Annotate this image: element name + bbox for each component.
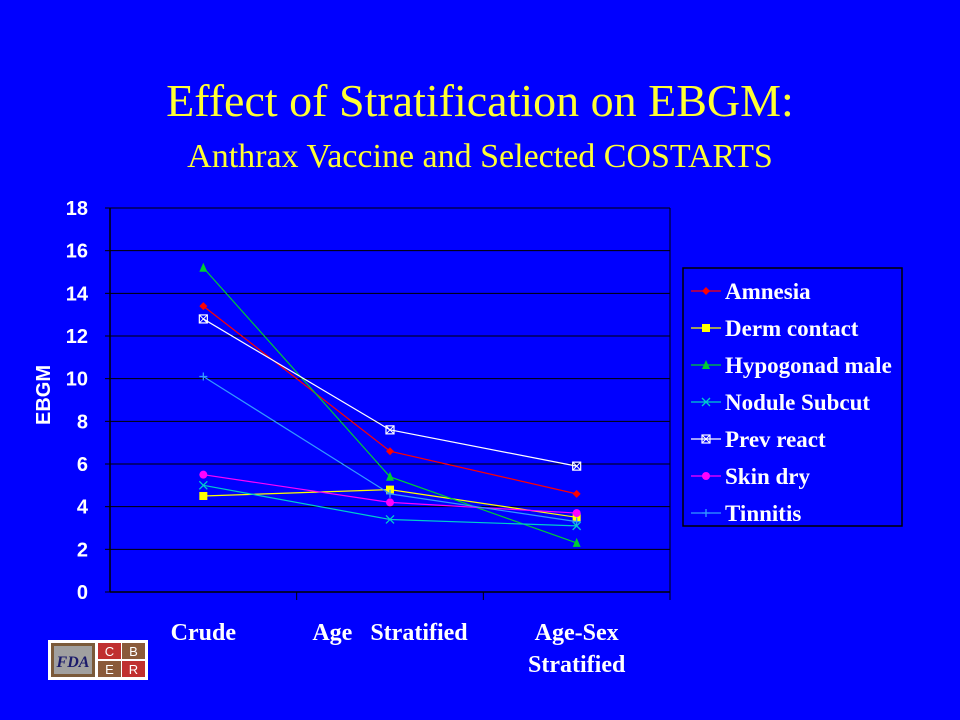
legend-marker-amnesia — [702, 287, 710, 295]
series-line-prev-react — [203, 318, 577, 467]
y-tick-label: 8 — [77, 411, 88, 433]
legend-label-skin-dry: Skin dry — [725, 464, 811, 489]
data-point-derm-contact — [386, 485, 394, 494]
slide-subtitle: Anthrax Vaccine and Selected COSTARTS — [187, 138, 773, 175]
data-point-tinnitis — [572, 517, 581, 526]
legend-label-hypogonad-male: Hypogonad male — [725, 353, 892, 378]
legend-marker-prev-react — [701, 434, 711, 444]
slide-title: Effect of Stratification on EBGM: — [166, 75, 794, 126]
y-tick-label: 16 — [66, 241, 88, 263]
data-point-derm-contact — [572, 513, 581, 522]
y-tick-label: 6 — [77, 454, 88, 476]
y-axis-label: EBGM — [33, 365, 55, 425]
legend-label-prev-react: Prev react — [725, 427, 826, 452]
y-tick-label: 14 — [66, 283, 89, 305]
svg-text:E: E — [105, 662, 114, 677]
legend-label-tinnitis: Tinnitis — [725, 501, 801, 526]
legend-marker-derm-contact — [702, 324, 710, 332]
y-tick-label: 12 — [66, 326, 88, 348]
y-tick-label: 10 — [66, 369, 88, 391]
logo-fda-text: FDA — [56, 654, 90, 671]
svg-text:R: R — [129, 662, 138, 677]
y-tick-label: 0 — [77, 582, 88, 604]
data-point-hypogonad-male — [199, 262, 208, 272]
data-point-amnesia — [386, 447, 394, 456]
y-tick-label: 4 — [77, 497, 89, 519]
data-point-prev-react — [198, 314, 208, 324]
data-point-amnesia — [572, 489, 581, 498]
legend-marker-hypogonad-male — [702, 360, 710, 369]
series-line-amnesia — [202, 305, 577, 495]
fda-cber-logo: FDA C B E R — [48, 640, 148, 680]
legend-box — [682, 267, 903, 527]
data-point-prev-react — [385, 425, 395, 435]
data-point-hypogonad-male — [386, 471, 394, 481]
x-tick-label: Age Stratified — [312, 620, 468, 646]
legend-label-amnesia: Amnesia — [725, 279, 811, 304]
svg-text:B: B — [129, 644, 138, 659]
data-point-tinnitis — [386, 489, 394, 498]
data-point-nodule-subcut — [572, 521, 582, 531]
x-tick-label: Age-Sex — [535, 620, 619, 646]
x-tick-label: Stratified — [528, 652, 626, 678]
legend-marker-skin-dry — [702, 472, 710, 480]
legend-label-nodule-subcut: Nodule Subcut — [725, 390, 870, 415]
legend-label-derm-contact: Derm contact — [725, 316, 859, 341]
data-point-prev-react — [572, 461, 582, 471]
data-point-tinnitis — [199, 372, 208, 381]
data-point-skin-dry — [386, 498, 394, 507]
y-tick-label: 18 — [66, 198, 88, 220]
data-point-skin-dry — [199, 470, 208, 479]
data-point-nodule-subcut — [385, 515, 395, 524]
y-tick-label: 2 — [77, 539, 88, 561]
legend-marker-tinnitis — [702, 509, 710, 517]
data-point-hypogonad-male — [572, 537, 581, 547]
data-point-skin-dry — [572, 509, 581, 518]
legend-marker-nodule-subcut — [701, 397, 711, 407]
data-point-nodule-subcut — [198, 480, 208, 490]
x-tick-label: Crude — [171, 620, 237, 646]
data-point-derm-contact — [199, 492, 208, 500]
data-point-amnesia — [199, 302, 208, 311]
svg-text:C: C — [105, 644, 114, 659]
